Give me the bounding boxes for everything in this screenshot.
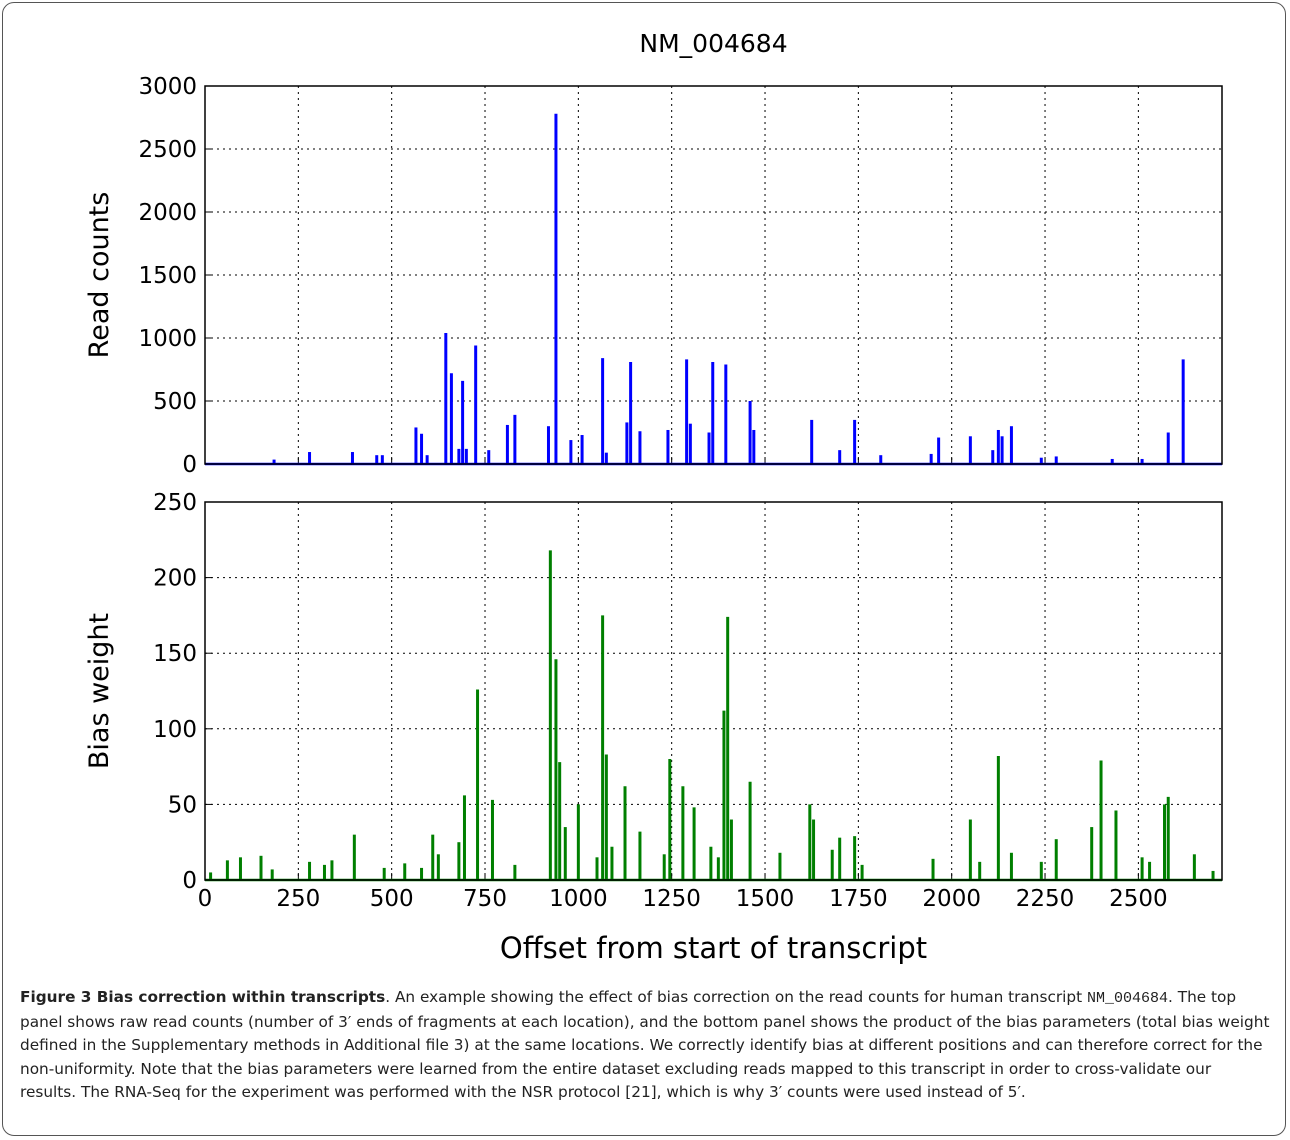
y-axis-label: Bias weight	[84, 613, 115, 769]
y-tick-label: 2500	[138, 137, 197, 163]
y-tick-label: 0	[182, 452, 197, 478]
x-tick-label: 2000	[922, 886, 981, 912]
y-tick-label: 150	[153, 641, 197, 667]
x-tick-label: 0	[198, 886, 213, 912]
y-tick-label: 0	[182, 868, 197, 894]
caption-text: . An example showing the effect of bias …	[385, 988, 1087, 1006]
caption-label: Figure 3 Bias correction within transcri…	[20, 988, 386, 1006]
chart-title: NM_004684	[639, 29, 787, 58]
x-tick-label: 2500	[1109, 886, 1168, 912]
y-tick-label: 500	[153, 389, 197, 415]
x-tick-label: 1750	[829, 886, 888, 912]
y-axis-label: Read counts	[84, 192, 115, 359]
caption-code: NM_004684	[1086, 990, 1168, 1007]
y-tick-label: 1000	[138, 326, 197, 352]
x-tick-label: 2250	[1016, 886, 1075, 912]
x-tick-label: 500	[370, 886, 414, 912]
y-tick-label: 250	[153, 490, 197, 516]
x-tick-label: 1500	[736, 886, 795, 912]
y-tick-label: 50	[168, 792, 197, 818]
y-tick-label: 3000	[138, 74, 197, 100]
y-tick-label: 100	[153, 717, 197, 743]
caption: Figure 3 Bias correction within transcri…	[20, 986, 1270, 1105]
y-tick-label: 2000	[138, 200, 197, 226]
x-tick-label: 750	[463, 886, 507, 912]
x-tick-label: 1000	[549, 886, 608, 912]
caption-text: . The top panel shows raw read counts (n…	[20, 988, 1270, 1101]
x-tick-label: 250	[276, 886, 320, 912]
x-axis-label: Offset from start of transcript	[500, 931, 927, 965]
x-tick-label: 1250	[642, 886, 701, 912]
y-tick-label: 200	[153, 566, 197, 592]
y-tick-label: 1500	[138, 263, 197, 289]
plot-frame	[204, 501, 1223, 881]
plot-frame	[204, 85, 1223, 465]
